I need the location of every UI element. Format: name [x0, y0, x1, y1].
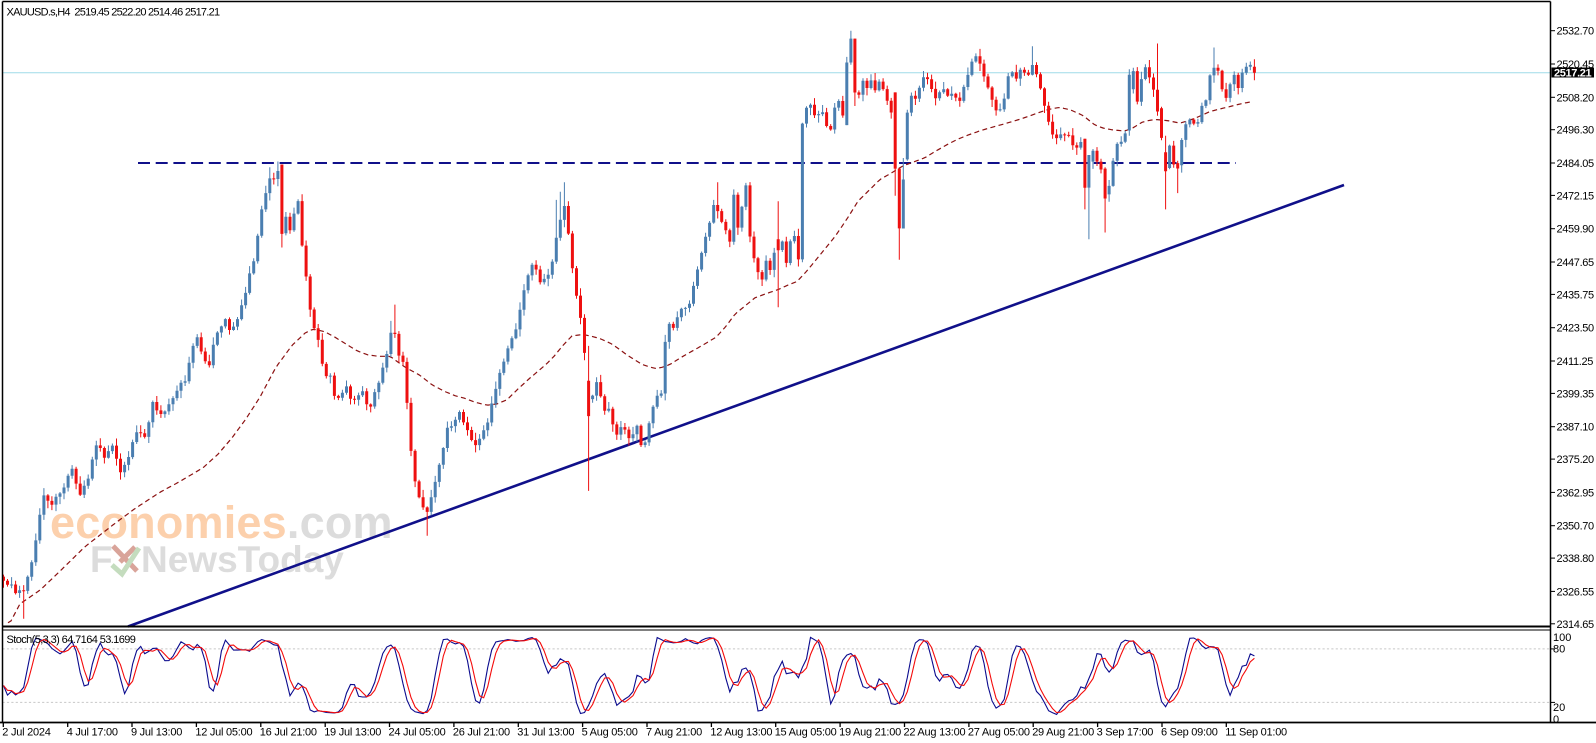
svg-text:2423.50: 2423.50: [1557, 323, 1595, 335]
svg-text:3 Sep 17:00: 3 Sep 17:00: [1097, 727, 1154, 739]
svg-text:15 Aug 05:00: 15 Aug 05:00: [775, 727, 837, 739]
svg-text:2472.15: 2472.15: [1557, 190, 1595, 202]
svg-text:2387.10: 2387.10: [1557, 422, 1595, 434]
svg-text:29 Aug 21:00: 29 Aug 21:00: [1032, 727, 1094, 739]
svg-text:4 Jul 17:00: 4 Jul 17:00: [67, 727, 118, 739]
svg-text:9 Jul 13:00: 9 Jul 13:00: [131, 727, 182, 739]
svg-text:19 Aug 21:00: 19 Aug 21:00: [839, 727, 901, 739]
svg-text:26 Jul 21:00: 26 Jul 21:00: [453, 727, 510, 739]
svg-text:6 Sep 09:00: 6 Sep 09:00: [1161, 727, 1218, 739]
svg-text:2338.80: 2338.80: [1557, 553, 1595, 565]
svg-text:16 Jul 21:00: 16 Jul 21:00: [260, 727, 317, 739]
svg-text:F: F: [90, 539, 113, 580]
svg-text:20: 20: [1553, 702, 1565, 714]
svg-text:2362.95: 2362.95: [1557, 487, 1595, 499]
svg-text:economies.com: economies.com: [50, 497, 393, 548]
svg-text:2 Jul 2024: 2 Jul 2024: [2, 727, 50, 739]
svg-text:2314.65: 2314.65: [1557, 619, 1595, 631]
svg-text:27 Aug 05:00: 27 Aug 05:00: [968, 727, 1030, 739]
svg-text:80: 80: [1553, 644, 1565, 656]
svg-text:12 Jul 05:00: 12 Jul 05:00: [195, 727, 252, 739]
svg-text:2484.05: 2484.05: [1557, 158, 1595, 170]
svg-text:0: 0: [1553, 714, 1559, 726]
svg-text:2459.90: 2459.90: [1557, 224, 1595, 236]
svg-text:2517.21: 2517.21: [1554, 67, 1592, 79]
svg-text:2508.20: 2508.20: [1557, 92, 1595, 104]
svg-text:2411.25: 2411.25: [1557, 356, 1594, 368]
svg-text:7 Aug 21:00: 7 Aug 21:00: [646, 727, 702, 739]
svg-text:100: 100: [1553, 632, 1571, 644]
svg-text:2350.70: 2350.70: [1557, 521, 1595, 533]
svg-text:XAUUSD.s,H4 2519.45 2522.20 2: XAUUSD.s,H4 2519.45 2522.20 2514.46 2517…: [7, 7, 220, 19]
svg-text:2435.75: 2435.75: [1557, 289, 1595, 301]
svg-text:24 Jul 05:00: 24 Jul 05:00: [389, 727, 446, 739]
svg-text:12 Aug 13:00: 12 Aug 13:00: [710, 727, 772, 739]
svg-text:2447.65: 2447.65: [1557, 257, 1595, 269]
svg-text:2532.70: 2532.70: [1557, 26, 1595, 38]
svg-text:19 Jul 13:00: 19 Jul 13:00: [324, 727, 381, 739]
svg-text:Stoch(5,3,3) 64.7164 53.1699: Stoch(5,3,3) 64.7164 53.1699: [7, 634, 136, 646]
svg-text:2496.30: 2496.30: [1557, 125, 1595, 137]
svg-text:2375.20: 2375.20: [1557, 454, 1595, 466]
svg-text:2326.55: 2326.55: [1557, 586, 1595, 598]
svg-text:5 Aug 05:00: 5 Aug 05:00: [582, 727, 638, 739]
svg-text:2399.35: 2399.35: [1557, 388, 1595, 400]
svg-text:22 Aug 13:00: 22 Aug 13:00: [904, 727, 966, 739]
svg-text:11 Sep 01:00: 11 Sep 01:00: [1225, 727, 1287, 739]
svg-text:31 Jul 13:00: 31 Jul 13:00: [517, 727, 574, 739]
